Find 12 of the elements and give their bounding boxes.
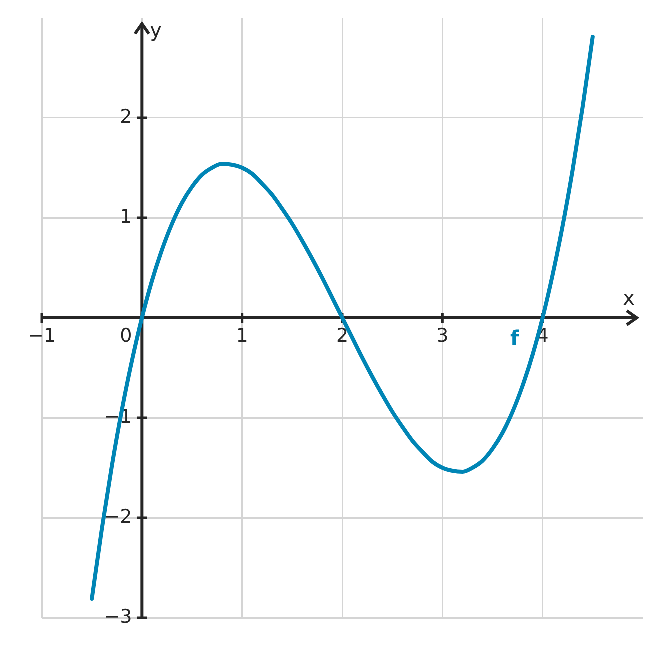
y-tick-label: 2 [120,106,132,128]
y-axis-title: y [150,18,162,42]
y-tick-label: 1 [120,206,132,228]
x-tick-label: 1 [236,324,248,347]
series-label: f [510,326,520,350]
y-tick-label: −3 [104,606,132,628]
x-tick-label: 0 [120,324,132,347]
x-tick-label: 3 [436,324,449,347]
x-tick-label: 2 [336,324,349,347]
x-axis-title: x [623,286,636,310]
x-tick-label: −1 [28,324,56,347]
y-tick-label: −2 [104,506,132,528]
